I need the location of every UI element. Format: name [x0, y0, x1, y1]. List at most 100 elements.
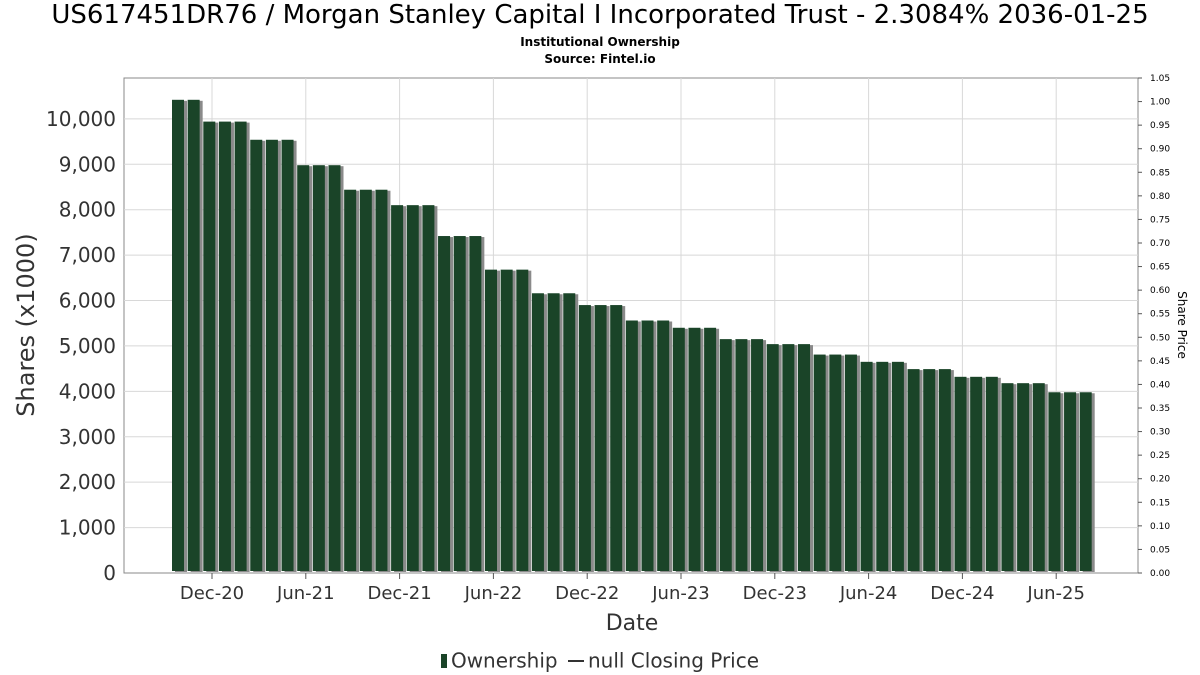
x-tick-label: Jun-23 — [651, 583, 710, 604]
y2-tick-label: 1.00 — [1150, 98, 1170, 108]
bar — [1064, 392, 1077, 571]
bar — [172, 99, 184, 572]
bar — [1032, 383, 1045, 571]
bar — [672, 327, 685, 571]
y-tick-label: 1,000 — [59, 516, 116, 540]
bar — [766, 344, 779, 571]
bar — [954, 376, 967, 571]
bar — [688, 327, 701, 571]
bar — [187, 99, 200, 572]
y2-tick-label: 0.30 — [1150, 428, 1170, 438]
y2-tick-label: 0.00 — [1150, 569, 1170, 579]
price-legend-swatch — [567, 659, 584, 662]
price-legend-label: null Closing Price — [587, 648, 760, 673]
bar — [438, 236, 451, 572]
bar — [234, 121, 247, 572]
y-tick-label: 4,000 — [59, 379, 116, 403]
bar — [735, 339, 748, 571]
y2-tick-label: 0.05 — [1150, 545, 1170, 555]
bar — [891, 361, 904, 571]
ownership-legend-label: Ownership — [450, 648, 558, 673]
y2-tick-label: 0.20 — [1150, 475, 1170, 485]
y2-tick-label: 0.10 — [1150, 522, 1170, 532]
bar — [265, 139, 278, 571]
y2-tick-label: 0.55 — [1150, 310, 1170, 320]
bar — [751, 339, 764, 571]
bar — [485, 269, 497, 571]
bar — [844, 354, 857, 571]
bar — [641, 320, 654, 571]
y-tick-label: 7,000 — [59, 243, 116, 267]
y2-tick-label: 0.85 — [1150, 168, 1170, 178]
x-tick-label: Dec-23 — [743, 583, 807, 604]
bar — [610, 305, 623, 571]
bar — [406, 205, 419, 572]
bar — [985, 376, 998, 571]
x-tick-label: Jun-22 — [464, 583, 523, 604]
x-tick-label: Jun-25 — [1026, 583, 1085, 604]
y2-tick-label: 0.50 — [1150, 333, 1170, 343]
y-axis-label: Shares (x1000) — [12, 233, 40, 416]
y2-tick-label: 0.35 — [1150, 404, 1170, 414]
legend: Ownership null Closing Price — [0, 647, 1200, 673]
y-tick-label: 3,000 — [59, 425, 116, 449]
bar — [312, 165, 325, 571]
y2-tick-label: 0.80 — [1150, 192, 1170, 202]
y-tick-label: 6,000 — [59, 289, 116, 313]
y2-tick-label: 1.05 — [1150, 74, 1170, 84]
bar — [375, 189, 388, 572]
y-tick-label: 9,000 — [59, 152, 116, 176]
bar — [516, 269, 529, 571]
bar — [594, 305, 607, 571]
bar — [719, 339, 732, 571]
bar — [547, 293, 560, 571]
bar — [876, 361, 889, 571]
bar — [625, 320, 638, 571]
y-tick-label: 0 — [103, 561, 116, 585]
bar — [359, 189, 372, 572]
bar — [469, 236, 482, 572]
y2-axis-label: Share Price — [1175, 291, 1189, 359]
y2-tick-label: 0.60 — [1150, 286, 1170, 296]
chart-subtitle: Institutional Ownership — [520, 35, 680, 49]
bar — [704, 327, 717, 571]
chart-source: Source: Fintel.io — [544, 52, 656, 66]
bar — [578, 305, 591, 571]
bar — [829, 354, 842, 571]
ownership-legend-swatch — [440, 653, 447, 668]
bar — [297, 165, 310, 571]
x-tick-label: Jun-21 — [276, 583, 335, 604]
bar — [203, 121, 216, 572]
bar — [281, 139, 294, 571]
bar — [391, 205, 404, 572]
x-tick-label: Jun-24 — [839, 583, 898, 604]
bar — [970, 376, 983, 571]
y2-tick-label: 0.70 — [1150, 239, 1170, 249]
bar — [938, 369, 951, 571]
y2-tick-label: 0.95 — [1150, 121, 1170, 131]
bar — [923, 369, 936, 571]
bar — [250, 139, 263, 571]
bar — [531, 293, 544, 571]
y-tick-label: 8,000 — [59, 198, 116, 222]
bar — [657, 320, 670, 571]
bar — [328, 165, 341, 571]
x-tick-label: Dec-21 — [367, 583, 431, 604]
y-tick-label: 5,000 — [59, 334, 116, 358]
bar — [563, 293, 576, 571]
y2-tick-label: 0.75 — [1150, 215, 1170, 225]
bar — [500, 269, 513, 571]
x-tick-label: Dec-20 — [180, 583, 244, 604]
bar — [1048, 392, 1061, 571]
y2-tick-label: 0.15 — [1150, 498, 1170, 508]
y2-tick-label: 0.45 — [1150, 357, 1170, 367]
y-tick-label: 2,000 — [59, 470, 116, 494]
y2-tick-label: 0.25 — [1150, 451, 1170, 461]
bar — [782, 344, 795, 571]
x-axis-label: Date — [606, 611, 659, 636]
bar — [860, 361, 873, 571]
chart-title: US617451DR76 / Morgan Stanley Capital I … — [51, 0, 1149, 30]
y2-tick-label: 0.65 — [1150, 263, 1170, 273]
bar — [1001, 383, 1014, 571]
